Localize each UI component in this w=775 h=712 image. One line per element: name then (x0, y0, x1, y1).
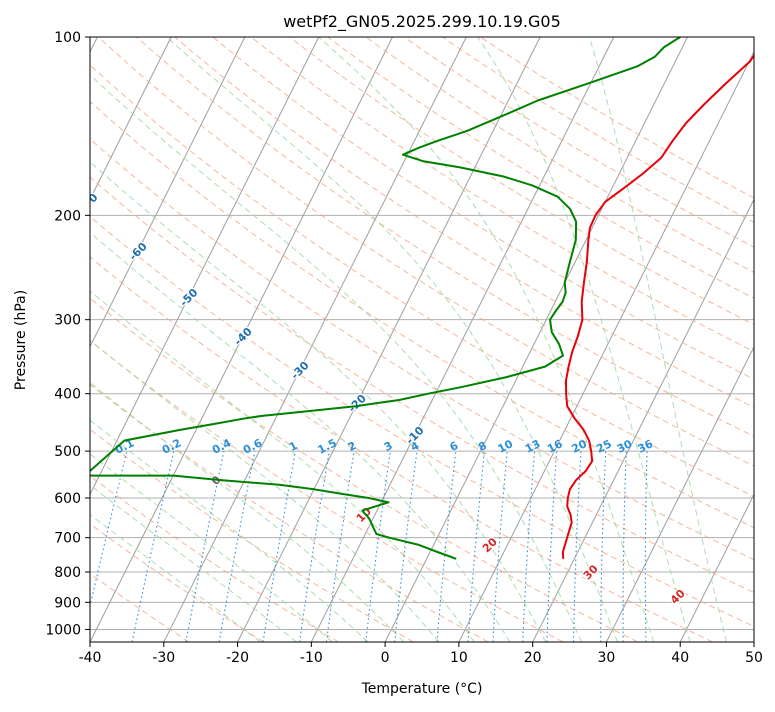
dry-adiabat-line (0, 37, 563, 642)
moist-adiabat-line (51, 37, 582, 642)
x-tick-label: 40 (671, 650, 689, 666)
moist-adiabat-line (0, 37, 368, 642)
dry-adiabat-line (289, 37, 775, 642)
mixing-ratio-label: 1 (287, 439, 300, 454)
mixing-ratio-line (623, 451, 626, 642)
isotherm-line (164, 37, 467, 642)
moist-adiabat-line (0, 37, 439, 642)
mixing-ratio-label: 8 (476, 439, 489, 454)
dry-adiabat-line (328, 37, 775, 642)
dry-adiabat-line (0, 37, 775, 642)
x-tick-label: 0 (381, 650, 390, 666)
dry-adiabat-line (0, 37, 264, 642)
isotherm-label: -80 (27, 143, 50, 166)
dewpoint-profile-line (85, 37, 681, 559)
mixing-ratio-label: 0.4 (210, 436, 234, 457)
x-tick-label: 20 (524, 650, 542, 666)
chart-title: wetPf2_GN05.2025.299.10.19.G05 (283, 12, 561, 32)
mixing-ratio-label: 3 (382, 439, 395, 454)
isotherm-line (754, 37, 775, 642)
y-tick-label: 800 (54, 565, 81, 581)
mixing-ratio-line (366, 451, 391, 642)
moist-adiabat-label: 40 (668, 587, 688, 607)
x-tick-label: -30 (152, 650, 175, 666)
moist-adiabat-label: 30 (581, 562, 601, 582)
isotherm-label: -10 (403, 424, 426, 447)
y-tick-label: 600 (54, 491, 81, 507)
isotherm-line (16, 37, 319, 642)
y-tick-label: 900 (54, 595, 81, 611)
dry-adiabat-line (0, 37, 775, 642)
isotherm-line (459, 37, 762, 642)
isotherm-label: -20 (346, 392, 369, 415)
mixing-ratio-label: 16 (545, 437, 565, 456)
dry-adiabat-line (0, 37, 339, 642)
mixing-ratio-label: 1.5 (316, 436, 339, 456)
mixing-ratio-line (395, 451, 417, 642)
mixing-ratio-line (601, 451, 606, 642)
x-tick-label: 50 (745, 650, 763, 666)
line-labels: 0.10.20.40.611.52346810131620253036-100-… (0, 40, 688, 607)
isotherm-label: -40 (232, 325, 255, 348)
isotherm-line (0, 37, 245, 642)
isotherm-label: -90 (0, 93, 2, 116)
plot-frame (90, 37, 754, 642)
y-axis-label: Pressure (hPa) (13, 290, 29, 390)
x-tick-label: -20 (226, 650, 249, 666)
isotherm-line (238, 37, 540, 642)
dry-adiabat-line (404, 37, 775, 642)
y-tick-label: 100 (54, 30, 81, 46)
mixing-ratio-label: 2 (346, 439, 359, 454)
background-lines (0, 37, 775, 642)
x-tick-label: 10 (450, 650, 468, 666)
mixing-ratio-label: 10 (496, 437, 516, 456)
y-tick-label: 500 (54, 444, 81, 460)
mixing-ratio-line (645, 451, 647, 642)
mixing-ratio-label: 30 (615, 437, 635, 456)
y-tick-label: 700 (54, 531, 81, 547)
x-tick-label: -10 (300, 650, 323, 666)
x-tick-label: 30 (598, 650, 616, 666)
y-tick-label: 300 (54, 313, 81, 329)
mixing-ratio-label: 6 (448, 439, 461, 454)
x-axis-label: Temperature (°C) (361, 681, 483, 697)
isotherm-label: -60 (127, 240, 150, 263)
dry-adiabat-line (0, 37, 775, 642)
temperature-profile-line (563, 37, 767, 559)
mixing-ratio-line (132, 451, 174, 642)
mixing-ratio-label: 0.6 (241, 436, 265, 457)
isotherm-line (385, 37, 687, 642)
y-tick-label: 1000 (45, 622, 81, 638)
mixing-ratio-line (326, 451, 354, 642)
mixing-ratio-label: 25 (594, 437, 614, 456)
moist-adiabat-line (0, 37, 404, 642)
isotherm-label: -30 (288, 359, 311, 382)
x-tick-label: -40 (79, 650, 102, 666)
isotherm-line (606, 37, 775, 642)
dry-adiabat-line (0, 37, 413, 642)
y-tick-label: 200 (54, 208, 81, 224)
y-tick-label: 400 (54, 387, 81, 403)
isotherm-line (680, 37, 775, 642)
